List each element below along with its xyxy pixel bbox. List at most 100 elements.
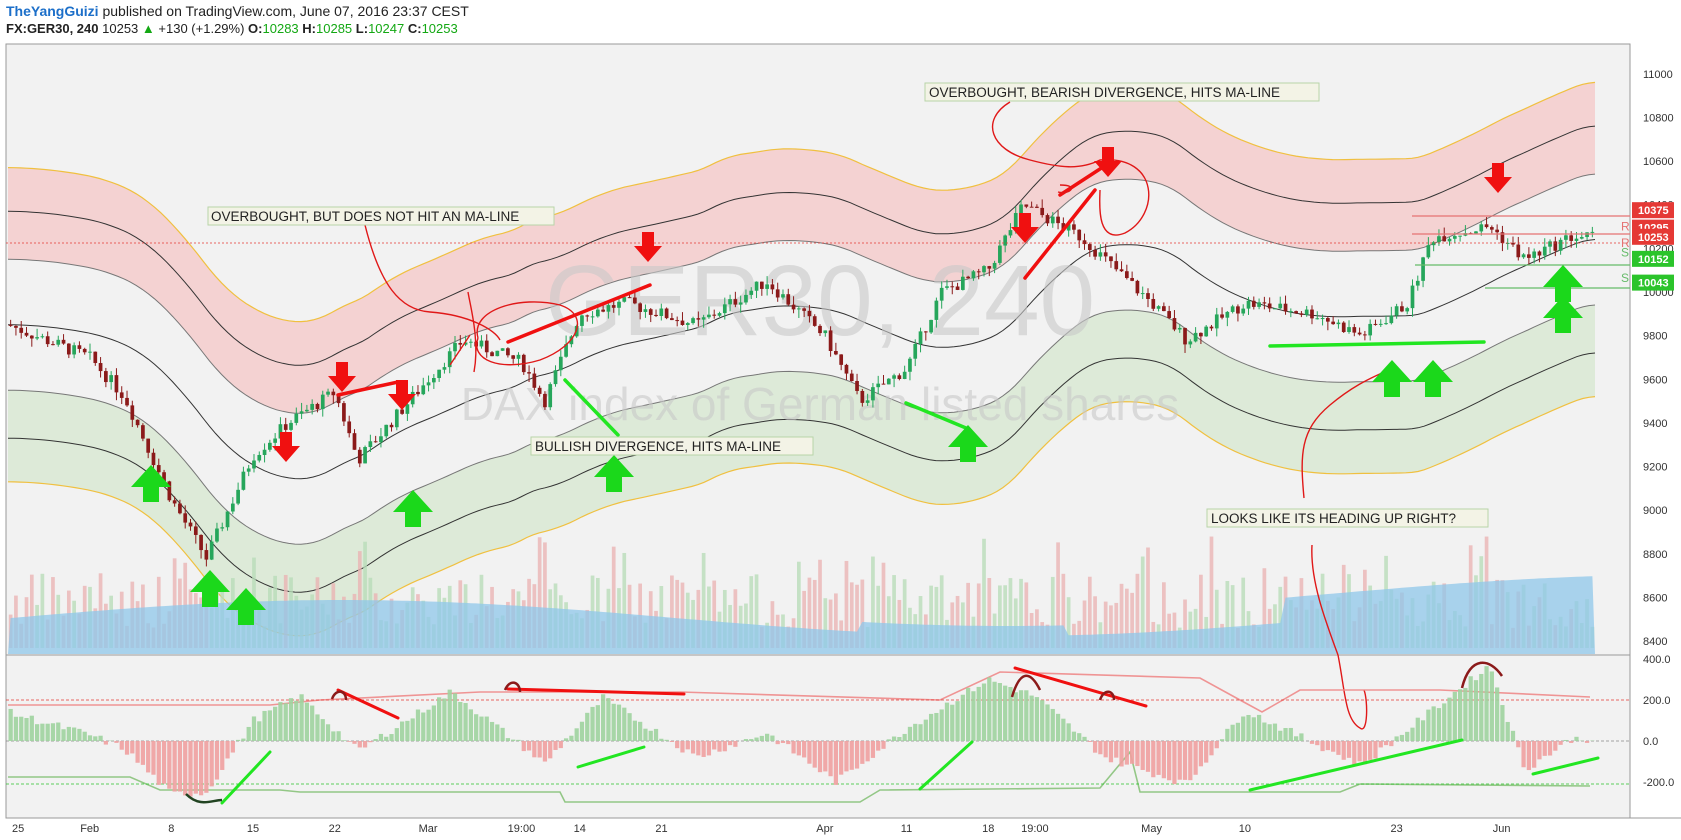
candle-body bbox=[1072, 224, 1076, 230]
candle-body bbox=[1489, 227, 1494, 230]
red-trendline[interactable] bbox=[336, 380, 400, 397]
osc-peak-mark[interactable] bbox=[1010, 674, 1042, 698]
author-link[interactable]: TheYangGuizi bbox=[6, 3, 99, 19]
candle-body bbox=[458, 342, 463, 345]
osc-bar bbox=[1214, 741, 1219, 749]
osc-bar bbox=[1479, 673, 1484, 741]
osc-bar bbox=[680, 741, 685, 753]
osc-green-trendline[interactable] bbox=[918, 740, 974, 791]
hand-drawn-pointer[interactable] bbox=[364, 224, 501, 341]
candle-body bbox=[88, 351, 92, 353]
osc-peak-mark[interactable] bbox=[1098, 690, 1116, 701]
annotation-bearish-divergence[interactable]: OVERBOUGHT, BEARISH DIVERGENCE, HITS MA-… bbox=[924, 82, 1320, 102]
osc-bar bbox=[1495, 687, 1500, 741]
osc-bar bbox=[1145, 741, 1151, 772]
osc-bar bbox=[1336, 741, 1341, 755]
hand-drawn-pointer[interactable] bbox=[1311, 544, 1368, 730]
hand-drawings[interactable] bbox=[336, 101, 1486, 730]
osc-bar bbox=[1209, 741, 1214, 756]
time-axis[interactable]: 25 Feb 8 15 22 Mar 19:00 14 21 Apr 11 18 19:00 May 10 2… bbox=[12, 823, 1511, 835]
osc-green-trendline[interactable] bbox=[1531, 756, 1600, 776]
candle-body bbox=[437, 369, 441, 379]
osc-red-trendline[interactable] bbox=[506, 687, 686, 696]
green-trendline[interactable] bbox=[1268, 340, 1486, 348]
green-trendline[interactable] bbox=[563, 378, 620, 437]
hand-drawn-scribble[interactable] bbox=[449, 291, 477, 373]
osc-bar bbox=[717, 741, 722, 752]
candle-body bbox=[1236, 306, 1240, 314]
close-value: 10253 bbox=[421, 21, 458, 36]
candle-body bbox=[51, 344, 55, 346]
time-tick-label: 15 bbox=[247, 823, 259, 835]
osc-green-trendline[interactable] bbox=[220, 750, 272, 805]
red-trendline[interactable] bbox=[1058, 165, 1105, 197]
candle-body bbox=[1294, 311, 1298, 314]
oscillator-drawings[interactable] bbox=[185, 661, 1600, 805]
osc-bar bbox=[98, 735, 103, 741]
candle-body bbox=[691, 318, 695, 324]
osc-bar bbox=[653, 728, 659, 741]
osc-peak-mark[interactable] bbox=[1460, 661, 1504, 689]
candle-body bbox=[1177, 327, 1182, 330]
osc-bar bbox=[643, 728, 648, 741]
volume-bar bbox=[1199, 574, 1203, 648]
hand-drawn-scribble[interactable] bbox=[1057, 184, 1073, 194]
annotation-bullish-divergence[interactable]: BULLISH DIVERGENCE, HITS MA-LINE bbox=[530, 436, 814, 456]
osc-bar bbox=[1124, 741, 1129, 765]
time-tick-label: 23 bbox=[1391, 823, 1403, 835]
candle-body bbox=[1315, 318, 1320, 320]
candle-body bbox=[1590, 231, 1595, 233]
osc-bar bbox=[130, 741, 135, 754]
red-trendline[interactable] bbox=[1023, 188, 1097, 280]
osc-peak-mark[interactable] bbox=[330, 690, 348, 701]
annotation-heading-up[interactable]: LOOKS LIKE ITS HEADING UP RIGHT? bbox=[1206, 508, 1489, 528]
osc-bar bbox=[283, 703, 288, 741]
hand-drawn-pointer[interactable] bbox=[1301, 367, 1393, 499]
osc-red-trendline[interactable] bbox=[1013, 666, 1148, 708]
sr-label: R bbox=[1621, 236, 1630, 250]
volume-bar bbox=[1087, 576, 1092, 648]
hand-drawn-circle[interactable] bbox=[476, 301, 579, 366]
osc-peak-mark[interactable] bbox=[503, 681, 522, 693]
candle-body bbox=[622, 297, 627, 302]
annotation-overbought-no-ma[interactable]: OVERBOUGHT, BUT DOES NOT HIT AN MA-LINE bbox=[207, 206, 555, 226]
osc-bar bbox=[34, 724, 40, 741]
osc-bar bbox=[516, 739, 521, 741]
candle-body bbox=[1029, 206, 1034, 208]
candle-body bbox=[442, 367, 447, 370]
oscillator-axis[interactable]: 400.0 200.0 0.0 -200.0 bbox=[1643, 654, 1674, 789]
price-tag bbox=[1632, 202, 1674, 219]
candle-body bbox=[1352, 327, 1357, 333]
candle-body bbox=[654, 314, 658, 317]
green-trendline[interactable] bbox=[904, 401, 968, 430]
osc-bar bbox=[474, 714, 479, 741]
osc-bar bbox=[971, 691, 976, 741]
osc-bar bbox=[209, 741, 214, 787]
osc-bar bbox=[214, 741, 220, 780]
osc-bar bbox=[161, 741, 167, 784]
osc-green-trendline[interactable] bbox=[1248, 738, 1464, 792]
volume-bar bbox=[902, 579, 907, 648]
osc-bar bbox=[627, 713, 632, 741]
price-axis[interactable]: 1100010800106001040010200100009800960094… bbox=[1643, 69, 1674, 648]
watermark-symbol: GER30, 240 bbox=[545, 245, 1095, 357]
red-trendline[interactable] bbox=[506, 283, 652, 344]
osc-bar bbox=[1055, 713, 1061, 741]
osc-bar bbox=[1177, 741, 1182, 780]
down-arrow-icon bbox=[328, 362, 356, 392]
osc-bar bbox=[177, 741, 183, 792]
osc-bar bbox=[780, 741, 786, 743]
osc-bar bbox=[1008, 687, 1013, 741]
candle-body bbox=[331, 391, 336, 396]
osc-red-trendline[interactable] bbox=[336, 688, 400, 720]
candle-body bbox=[1421, 257, 1425, 281]
volume-bar bbox=[1209, 536, 1214, 648]
volume-bar bbox=[1024, 582, 1029, 648]
candle-body bbox=[1214, 314, 1219, 329]
candle-body bbox=[363, 447, 367, 464]
osc-green-trendline[interactable] bbox=[576, 745, 646, 769]
candle-body bbox=[141, 425, 145, 439]
osc-bar bbox=[310, 705, 315, 741]
osc-trough-mark[interactable] bbox=[185, 793, 223, 804]
